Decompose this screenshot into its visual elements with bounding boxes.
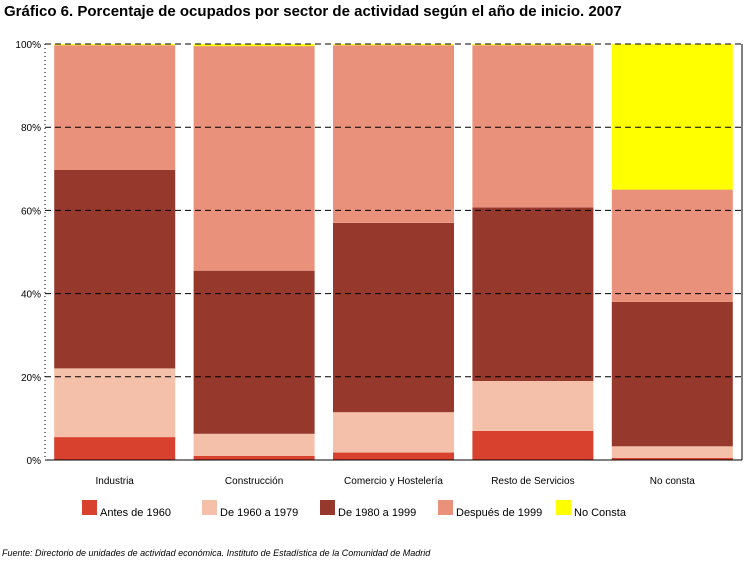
stacked-bar-chart: 0% 20% 40% 60% 80% 100% Industria Construcción…: [15, 40, 743, 519]
legend-item: No Consta: [556, 500, 627, 519]
legend-label: De 1980 a 1999: [338, 507, 416, 519]
legend-label: De 1960 a 1979: [220, 507, 298, 519]
bar-segment: [472, 381, 594, 431]
bar-segment: [611, 446, 733, 458]
bar-segment: [193, 433, 315, 456]
gridlines: [45, 43, 742, 378]
bar-segment: [54, 44, 176, 46]
bar-segment: [611, 189, 733, 302]
bar-segment: [611, 301, 733, 447]
bar-segment: [333, 412, 454, 453]
y-tick-label: 20%: [21, 373, 41, 384]
bar-segment: [54, 45, 176, 171]
bar-segment: [472, 45, 594, 208]
x-tick-label: Comercio y Hostelería: [344, 476, 443, 487]
legend-label: No Consta: [574, 507, 627, 519]
bar-segment: [472, 207, 594, 381]
y-tick-label: 0%: [27, 456, 42, 467]
x-tick-label: Resto de Servicios: [491, 476, 574, 487]
x-tick-label: No consta: [650, 476, 695, 487]
y-tick-label: 100%: [15, 40, 41, 51]
bar-segment: [333, 222, 454, 413]
legend-swatch: [438, 500, 453, 515]
bar-segment: [333, 45, 454, 223]
bar-segment: [54, 368, 176, 438]
legend: Antes de 1960 De 1960 a 1979 De 1980 a 199…: [82, 500, 627, 519]
legend-swatch: [202, 500, 217, 515]
chart-title: Gráfico 6. Porcentaje de ocupados por se…: [4, 3, 622, 20]
x-axis-ticks: Industria Construcción Comercio y Hosteler…: [96, 476, 696, 487]
bars: [54, 44, 733, 460]
legend-swatch: [320, 500, 335, 515]
bar-segment: [472, 430, 594, 460]
y-tick-label: 80%: [21, 123, 41, 134]
legend-label: Antes de 1960: [100, 507, 171, 519]
x-tick-label: Construcción: [225, 476, 283, 487]
x-tick-label: Industria: [96, 476, 135, 487]
legend-item: De 1980 a 1999: [320, 500, 416, 519]
legend-label: Después de 1999: [456, 507, 542, 519]
bar-segment: [611, 457, 733, 460]
bar-segment: [333, 452, 454, 460]
legend-item: De 1960 a 1979: [202, 500, 298, 519]
legend-swatch: [82, 500, 97, 515]
bar-segment: [193, 270, 315, 434]
y-tick-label: 40%: [21, 290, 41, 301]
bar-segment: [333, 44, 454, 46]
bar-segment: [193, 44, 315, 47]
bar-segment: [193, 46, 315, 271]
bar-segment: [472, 44, 594, 46]
axes: [44, 44, 743, 461]
legend-item: Después de 1999: [438, 500, 542, 519]
source-note: Fuente: Directorio de unidades de activi…: [2, 548, 431, 558]
y-tick-label: 60%: [21, 206, 41, 217]
y-axis-ticks: 0% 20% 40% 60% 80% 100%: [15, 40, 41, 467]
legend-item: Antes de 1960: [82, 500, 171, 519]
bar-segment: [54, 170, 176, 369]
bar-segment: [193, 455, 315, 460]
bar-segment: [54, 437, 176, 460]
bar-segment: [611, 44, 733, 190]
legend-swatch: [556, 500, 571, 515]
